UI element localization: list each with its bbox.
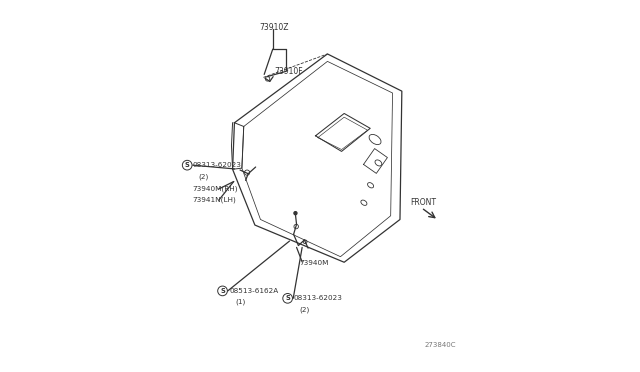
Text: (2): (2) — [198, 174, 208, 180]
Circle shape — [294, 212, 297, 215]
Text: 73940M(RH): 73940M(RH) — [193, 186, 238, 192]
Text: (2): (2) — [300, 306, 310, 313]
Text: 73910F: 73910F — [275, 67, 303, 76]
Text: FRONT: FRONT — [410, 198, 436, 207]
Text: 73940M: 73940M — [300, 260, 329, 266]
Text: S: S — [285, 295, 290, 301]
Text: 73941N(LH): 73941N(LH) — [193, 197, 237, 203]
Text: 08513-6162A: 08513-6162A — [230, 288, 279, 294]
Text: 273840C: 273840C — [425, 342, 456, 348]
Text: S: S — [220, 288, 225, 294]
Text: S: S — [185, 162, 189, 168]
Text: 73910Z: 73910Z — [260, 23, 289, 32]
Text: 08313-62023: 08313-62023 — [293, 295, 342, 301]
Text: (1): (1) — [235, 299, 245, 305]
Text: 08313-62023: 08313-62023 — [193, 162, 242, 168]
